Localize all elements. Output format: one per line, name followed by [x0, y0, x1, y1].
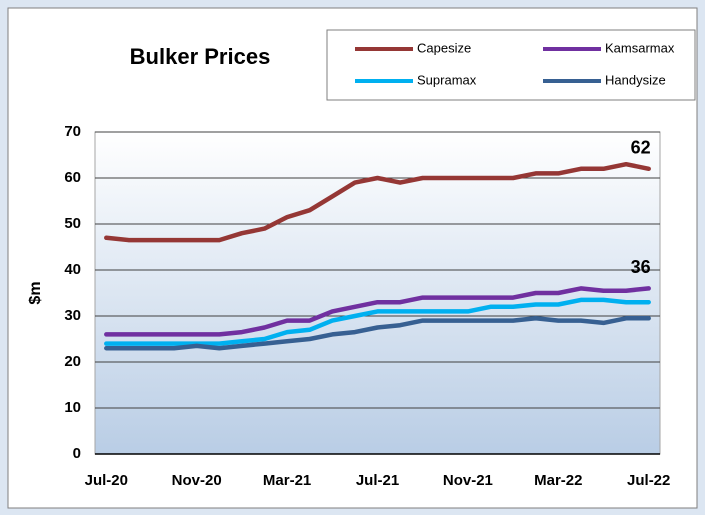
- legend-label: Supramax: [417, 72, 477, 87]
- y-tick-label: 70: [64, 123, 81, 140]
- legend: [326, 29, 696, 101]
- chart-title: Bulker Prices: [130, 44, 271, 69]
- series-line: [104, 286, 651, 337]
- y-tick-label: 60: [64, 169, 81, 186]
- y-tick-label: 0: [73, 445, 81, 462]
- series-line: [104, 316, 651, 351]
- plot-area: [94, 131, 661, 455]
- legend-label: Kamsarmax: [605, 40, 675, 55]
- y-tick-label: 10: [64, 399, 81, 416]
- series-line: [104, 297, 651, 346]
- x-tick-label: Nov-21: [443, 472, 493, 489]
- legend-label: Handysize: [605, 72, 666, 87]
- y-axis-label: $m: [27, 281, 44, 304]
- x-tick-label: Jul-22: [627, 472, 670, 489]
- data-label: 62: [631, 138, 651, 158]
- series-line: [104, 161, 651, 243]
- legend-label: Capesize: [417, 40, 471, 55]
- x-tick-label: Jul-21: [356, 472, 399, 489]
- x-tick-label: Mar-22: [534, 472, 582, 489]
- y-tick-label: 20: [64, 353, 81, 370]
- x-tick-label: Jul-20: [85, 472, 128, 489]
- y-tick-label: 50: [64, 215, 81, 232]
- x-tick-label: Nov-20: [172, 472, 222, 489]
- y-tick-label: 40: [64, 261, 81, 278]
- y-tick-label: 30: [64, 307, 81, 324]
- x-tick-label: Mar-21: [263, 472, 311, 489]
- data-label: 36: [631, 257, 651, 277]
